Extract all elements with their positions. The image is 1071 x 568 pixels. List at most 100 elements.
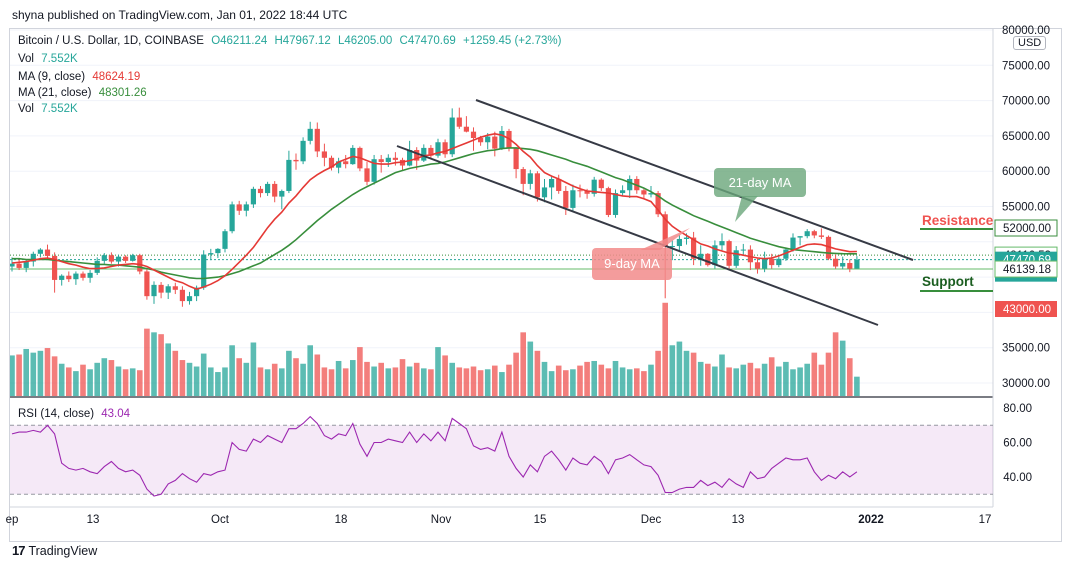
volume-bar [825, 352, 832, 396]
legend-ma21-label[interactable]: MA (21, close) [18, 87, 92, 99]
candle-body [435, 142, 441, 156]
time-axis-label: Nov [431, 514, 452, 526]
volume-bar [200, 353, 207, 396]
currency-button[interactable]: USD [1013, 36, 1047, 50]
volume-bar [335, 360, 342, 396]
legend-vol-row: Vol 7.552K [18, 53, 82, 65]
volume-bar [350, 360, 356, 396]
candle-body [556, 178, 562, 191]
ma21-callout[interactable]: 21-day MA [714, 168, 806, 222]
price-tag-label: 43000.00 [1003, 304, 1051, 316]
channel-upper-trendline[interactable] [475, 99, 914, 261]
time-axis-label: 15 [534, 514, 547, 526]
published-header: shyna published on TradingView.com, Jan … [12, 8, 348, 22]
volume-bar [257, 367, 264, 396]
candle-body [605, 188, 611, 215]
ma9-callout-box [592, 248, 672, 280]
rsi-axis-label: 60.00 [1003, 438, 1032, 450]
candle-body [364, 168, 370, 182]
price-tag-label: 52000.00 [1003, 223, 1051, 235]
volume-bar [328, 369, 335, 396]
legend-vol-label[interactable]: Vol [18, 53, 34, 65]
volume-bar [115, 366, 122, 396]
volume-bar [662, 302, 668, 396]
legend-vol2-label[interactable]: Vol [18, 103, 34, 115]
candle-body [669, 246, 675, 248]
legend-ma9-row: MA (9, close) 48624.19 [18, 71, 144, 83]
resistance-annotation[interactable]: Resistance [920, 213, 994, 230]
time-axis[interactable]: ep 13 Oct 18 Nov 15 Dec 13 2022 17 [6, 514, 992, 526]
volume-bar [804, 363, 810, 396]
volume-bar [449, 362, 455, 396]
volume-bar [208, 367, 214, 396]
volume-bar [705, 363, 711, 396]
candle-body [549, 178, 555, 188]
time-axis-label: Oct [211, 514, 230, 526]
ma9-callout[interactable]: 9-day MA [592, 228, 690, 280]
chart-container[interactable] [9, 28, 1062, 542]
candle-body [612, 193, 619, 215]
volume-bar [229, 345, 235, 396]
candle-body [87, 272, 93, 278]
candle-body [215, 248, 221, 254]
legend-symbol[interactable]: Bitcoin / U.S. Dollar, 1D, COINBASE [18, 35, 204, 47]
volume-bar [484, 369, 491, 396]
volume-bar [193, 366, 200, 396]
rsi-axis[interactable]: 80.00 60.00 40.00 [1003, 403, 1032, 484]
candle-body [307, 128, 313, 141]
candle-body [414, 150, 420, 161]
time-axis-label: 17 [979, 514, 992, 526]
volume-bar [399, 359, 406, 396]
channel-lower-trendline[interactable] [396, 145, 879, 326]
volume-bar [129, 368, 136, 396]
support-label: Support [922, 274, 974, 289]
candle-body [186, 296, 193, 302]
time-axis-label: ep [6, 514, 19, 526]
volume-bar [300, 363, 306, 396]
candle-body [59, 275, 65, 280]
volume-bar [456, 367, 463, 396]
volume-bar [648, 364, 654, 396]
legend-low: L46205.00 [337, 35, 393, 47]
volume-bar [676, 341, 683, 396]
volume-bar [23, 348, 29, 396]
candle-body [598, 179, 604, 189]
volume-bar [520, 332, 526, 396]
tradingview-footer[interactable]: 17 TradingView [12, 543, 97, 558]
candle-body [442, 142, 448, 155]
rsi-axis-label: 80.00 [1003, 403, 1032, 415]
candle-body [790, 237, 796, 250]
volume-bar [492, 365, 498, 396]
volume-bar [101, 358, 108, 396]
candle-body [627, 178, 633, 191]
candle-body [265, 183, 271, 194]
candle-body [250, 188, 256, 205]
volume-bar [392, 367, 399, 396]
candle-body [534, 173, 540, 198]
candle-body [591, 179, 597, 194]
ma21-callout-text: 21-day MA [729, 175, 792, 190]
support-annotation[interactable]: Support [920, 274, 993, 292]
legend-change: +1259.45 (+2.73%) [463, 35, 562, 47]
candle-body [371, 159, 377, 182]
candle-body [222, 231, 228, 249]
price-tag-box [994, 219, 1058, 237]
legend-high: H47967.12 [274, 35, 331, 47]
candle-body [740, 249, 746, 251]
horizontal-level-lines [10, 254, 993, 270]
candle-body [776, 258, 782, 266]
volume-bar [626, 369, 633, 396]
candle-body [336, 161, 342, 168]
candle-body [300, 140, 306, 162]
volume-bar [264, 369, 271, 396]
candle-body [854, 259, 860, 269]
price-axis[interactable]: 80000.00 75000.00 70000.00 65000.00 60000.00… [1002, 25, 1050, 390]
legend-rsi-label[interactable]: RSI (14, close) [18, 408, 95, 420]
legend-ma9-label[interactable]: MA (9, close) [18, 71, 86, 83]
tradingview-brand: TradingView [28, 543, 98, 558]
volume-bar [378, 362, 384, 396]
candle-body [115, 256, 122, 262]
legend-ma21-value: 48301.26 [98, 87, 147, 99]
volume-bar [797, 367, 803, 396]
